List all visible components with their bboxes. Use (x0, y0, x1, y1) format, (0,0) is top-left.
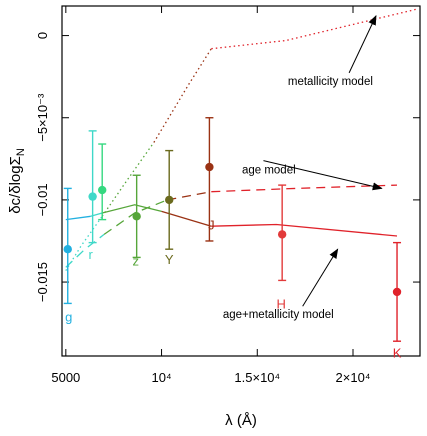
series-metallicity-model (65, 8, 417, 271)
y-axis-title-sub: N (15, 148, 27, 156)
y-tick-label: −0.015 (35, 262, 50, 302)
band-label-r: r (89, 247, 94, 262)
y-tick-label: 0 (35, 32, 50, 39)
series-segment (101, 142, 155, 217)
x-tick-label: 5000 (51, 370, 80, 385)
data-point-K (392, 287, 402, 297)
series-segment (211, 184, 398, 193)
x-axis-title: λ (Å) (225, 412, 257, 429)
data-points (63, 162, 402, 297)
series-segment (211, 223, 398, 237)
data-point-r (88, 192, 97, 201)
data-point-H (277, 230, 287, 239)
plot-frame (61, 5, 421, 357)
series-age-metallicity-model (65, 204, 398, 237)
annotation-arrow (302, 248, 339, 307)
y-axis-title-main: δc/δlogΣ (7, 156, 24, 214)
band-labels: g r z Y J H K (65, 217, 402, 360)
annotations: metallicity model age model age+metallicit… (223, 14, 383, 321)
series-segment (167, 191, 212, 201)
band-label-K: K (393, 346, 402, 361)
data-point-J (205, 162, 214, 172)
series-segment (65, 233, 105, 268)
series-segment (65, 215, 91, 221)
series-segment (153, 48, 212, 143)
band-label-H: H (277, 296, 286, 311)
x-tick-label: 2×10⁴ (336, 370, 371, 385)
model-curves (65, 8, 417, 271)
annotation-arrow (263, 160, 383, 191)
band-label-Y: Y (165, 252, 174, 267)
data-point-Y (165, 195, 174, 205)
data-point-g (63, 244, 72, 254)
band-label-g: g (65, 309, 72, 324)
annotation-label: metallicity model (288, 76, 373, 88)
annotation-label: age+metallicity model (223, 309, 334, 321)
error-bars (63, 117, 402, 342)
y-axis-title: δc/δlogΣN (7, 148, 27, 214)
series-segment (211, 8, 417, 50)
band-label-z: z (132, 254, 139, 269)
y-tick-label: −0.01 (35, 183, 50, 216)
y-tick-label: −5×10⁻³ (35, 93, 50, 142)
data-point-z (132, 212, 141, 221)
x-axis-ticks: 5000 10⁴ 1.5×10⁴ 2×10⁴ (51, 6, 370, 385)
x-tick-label: 1.5×10⁴ (234, 370, 280, 385)
band-label-J: J (208, 217, 215, 232)
y-axis-ticks: 0 −5×10⁻³ −0.01 −0.015 (35, 32, 420, 302)
x-tick-label: 10⁴ (152, 370, 172, 385)
annotation-arrow (348, 14, 377, 74)
data-point-i (98, 185, 107, 195)
series-segment (65, 215, 103, 271)
series-segment (102, 204, 162, 214)
annotation-label: age model (242, 165, 296, 177)
